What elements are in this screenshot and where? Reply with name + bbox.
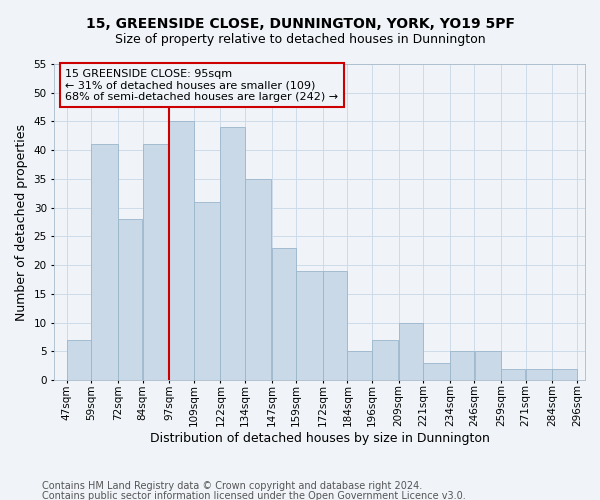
- Bar: [424, 363, 449, 380]
- Bar: [169, 122, 194, 380]
- Bar: [245, 179, 271, 380]
- Bar: [296, 271, 323, 380]
- Bar: [194, 202, 220, 380]
- Bar: [553, 368, 577, 380]
- Bar: [475, 352, 501, 380]
- Text: 15, GREENSIDE CLOSE, DUNNINGTON, YORK, YO19 5PF: 15, GREENSIDE CLOSE, DUNNINGTON, YORK, Y…: [86, 18, 515, 32]
- X-axis label: Distribution of detached houses by size in Dunnington: Distribution of detached houses by size …: [150, 432, 490, 445]
- Bar: [91, 144, 118, 380]
- Bar: [118, 219, 142, 380]
- Bar: [220, 127, 245, 380]
- Bar: [399, 322, 423, 380]
- Y-axis label: Number of detached properties: Number of detached properties: [15, 124, 28, 320]
- Text: Contains HM Land Registry data © Crown copyright and database right 2024.: Contains HM Land Registry data © Crown c…: [42, 481, 422, 491]
- Bar: [526, 368, 552, 380]
- Text: 15 GREENSIDE CLOSE: 95sqm
← 31% of detached houses are smaller (109)
68% of semi: 15 GREENSIDE CLOSE: 95sqm ← 31% of detac…: [65, 68, 338, 102]
- Bar: [143, 144, 169, 380]
- Bar: [347, 352, 372, 380]
- Bar: [67, 340, 91, 380]
- Text: Size of property relative to detached houses in Dunnington: Size of property relative to detached ho…: [115, 32, 485, 46]
- Bar: [372, 340, 398, 380]
- Bar: [501, 368, 526, 380]
- Bar: [450, 352, 474, 380]
- Bar: [272, 248, 296, 380]
- Bar: [323, 271, 347, 380]
- Text: Contains public sector information licensed under the Open Government Licence v3: Contains public sector information licen…: [42, 491, 466, 500]
